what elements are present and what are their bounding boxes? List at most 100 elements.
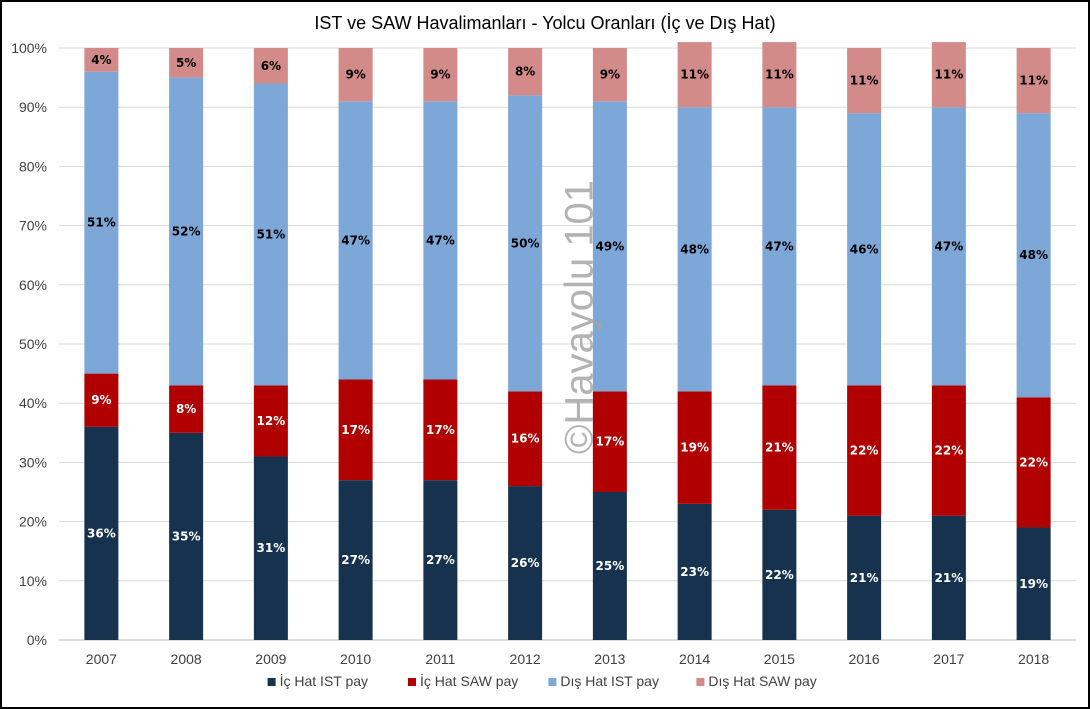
bar-segment — [423, 379, 458, 481]
bar-segment — [84, 426, 119, 640]
data-label: 19% — [680, 441, 709, 455]
y-tick-label: 0% — [27, 632, 47, 648]
data-labels: 36% 9% 51% 4% 35% 8% 52% 5% 31% 12% 51% 6% 27% 17% 47%… — [87, 53, 1048, 591]
y-tick-label: 100% — [11, 40, 47, 56]
data-label: 12% — [257, 414, 286, 428]
data-label: 47% — [341, 233, 370, 247]
data-label: 26% — [511, 556, 540, 570]
x-tick-label: 2012 — [510, 651, 541, 667]
y-tick-label: 70% — [19, 218, 47, 234]
y-tick-label: 10% — [19, 573, 47, 589]
data-label: 21% — [850, 571, 879, 585]
bar-segment — [931, 42, 966, 108]
bar-segment — [84, 71, 119, 374]
data-label: 4% — [91, 53, 111, 67]
legend-label: Dış Hat SAW pay — [708, 673, 816, 689]
legend-label: Dış Hat IST pay — [560, 673, 659, 689]
bar-segment — [847, 48, 882, 114]
bar-segment — [677, 391, 712, 504]
data-label: 5% — [176, 56, 196, 70]
legend-swatch — [696, 678, 705, 686]
data-label: 52% — [172, 225, 201, 239]
legend-item[interactable]: İç Hat IST pay — [267, 672, 368, 689]
data-label: 22% — [850, 444, 879, 458]
watermark: ©Havayolu 101 — [558, 180, 602, 454]
data-label: 22% — [1019, 455, 1048, 469]
bar-segment — [762, 42, 797, 108]
bar-segment — [169, 385, 204, 433]
data-label: 9% — [91, 393, 111, 407]
legend-item[interactable]: İç Hat SAW pay — [408, 672, 518, 689]
legend-swatch — [548, 678, 557, 686]
bar-segment — [592, 48, 627, 102]
bar-segment — [677, 107, 712, 392]
bar-segment — [1016, 48, 1051, 114]
bar-segment — [338, 379, 373, 481]
data-label: 27% — [341, 553, 370, 567]
bar-segment — [423, 480, 458, 640]
bar-segment — [592, 101, 627, 392]
bar-segment — [677, 503, 712, 640]
x-tick-label: 2015 — [764, 651, 795, 667]
bar-segment — [1016, 527, 1051, 640]
data-label: 47% — [426, 233, 455, 247]
bar-segment — [338, 48, 373, 102]
data-label: 6% — [261, 59, 281, 73]
data-label: 47% — [765, 239, 794, 253]
bar-segment — [931, 107, 966, 386]
x-tick-label: 2007 — [86, 651, 117, 667]
y-tick-label: 20% — [19, 514, 47, 530]
data-label: 16% — [511, 432, 540, 446]
data-label: 25% — [596, 559, 625, 573]
bar-segment — [592, 391, 627, 492]
x-tick-label: 2014 — [679, 651, 710, 667]
y-tick-label: 80% — [19, 158, 47, 174]
data-label: 17% — [341, 423, 370, 437]
legend-item[interactable]: Dış Hat IST pay — [548, 673, 659, 689]
bar-segment — [762, 509, 797, 640]
legend-label: İç Hat IST pay — [280, 672, 368, 689]
x-tick-label: 2008 — [171, 651, 202, 667]
legend[interactable]: İç Hat IST pay İç Hat SAW pay Dış Hat IST … — [267, 672, 817, 689]
y-tick-label: 50% — [19, 336, 47, 352]
bar-segment — [423, 101, 458, 380]
data-label: 22% — [765, 568, 794, 582]
x-tick-label: 2016 — [849, 651, 880, 667]
legend-item[interactable]: Dış Hat SAW pay — [696, 673, 817, 689]
bar-segment — [253, 83, 288, 386]
bar-segment — [253, 456, 288, 640]
legend-swatch — [267, 678, 276, 686]
bar-segment — [169, 48, 204, 78]
data-label: 11% — [1019, 74, 1048, 88]
bar-segment — [338, 101, 373, 380]
bars — [84, 42, 1051, 640]
bar-segment — [423, 48, 458, 102]
bar-segment — [677, 42, 712, 108]
data-label: 49% — [596, 239, 625, 253]
bar-segment — [847, 515, 882, 640]
data-label: 51% — [257, 227, 286, 241]
data-label: 46% — [850, 242, 879, 256]
bar-segment — [84, 48, 119, 72]
data-label: 8% — [176, 402, 196, 416]
data-label: 27% — [426, 553, 455, 567]
chart-title: IST ve SAW Havalimanları - Yolcu Oranlar… — [314, 13, 775, 33]
axes: 0% 10% 20% 30% 40% 50% 60% 70% 80% 90% 100% 2007 200… — [11, 40, 1049, 667]
gridlines — [59, 47, 1076, 641]
data-label: 21% — [935, 571, 964, 585]
data-label: 9% — [345, 68, 365, 82]
y-tick-label: 60% — [19, 277, 47, 293]
y-tick-label: 90% — [19, 99, 47, 115]
bar-segment — [1016, 397, 1051, 528]
data-label: 11% — [850, 74, 879, 88]
data-label: 31% — [257, 541, 286, 555]
data-label: 22% — [935, 444, 964, 458]
x-tick-label: 2011 — [425, 651, 455, 667]
data-label: 48% — [680, 242, 709, 256]
legend-label: İç Hat SAW pay — [420, 672, 518, 689]
bar-segment — [508, 486, 543, 640]
bar-segment — [762, 385, 797, 510]
x-tick-label: 2018 — [1018, 651, 1049, 667]
